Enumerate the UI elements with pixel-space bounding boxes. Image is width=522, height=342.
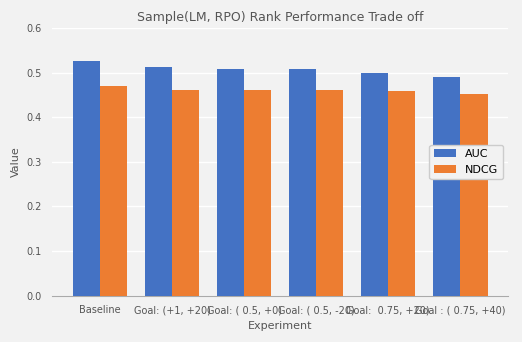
Bar: [73, 62, 100, 295]
Bar: [100, 86, 127, 295]
Title: Sample(LM, RPO) Rank Performance Trade off: Sample(LM, RPO) Rank Performance Trade o…: [137, 11, 423, 24]
Bar: [388, 91, 416, 295]
Bar: [361, 73, 388, 295]
Bar: [244, 90, 271, 295]
Bar: [145, 67, 172, 295]
Bar: [433, 77, 460, 295]
Bar: [316, 90, 343, 295]
X-axis label: Experiment: Experiment: [248, 321, 312, 331]
Legend: AUC, NDCG: AUC, NDCG: [430, 145, 503, 179]
Bar: [172, 90, 199, 295]
Bar: [460, 94, 488, 295]
Bar: [289, 69, 316, 295]
Y-axis label: Value: Value: [11, 146, 21, 177]
Bar: [217, 69, 244, 295]
